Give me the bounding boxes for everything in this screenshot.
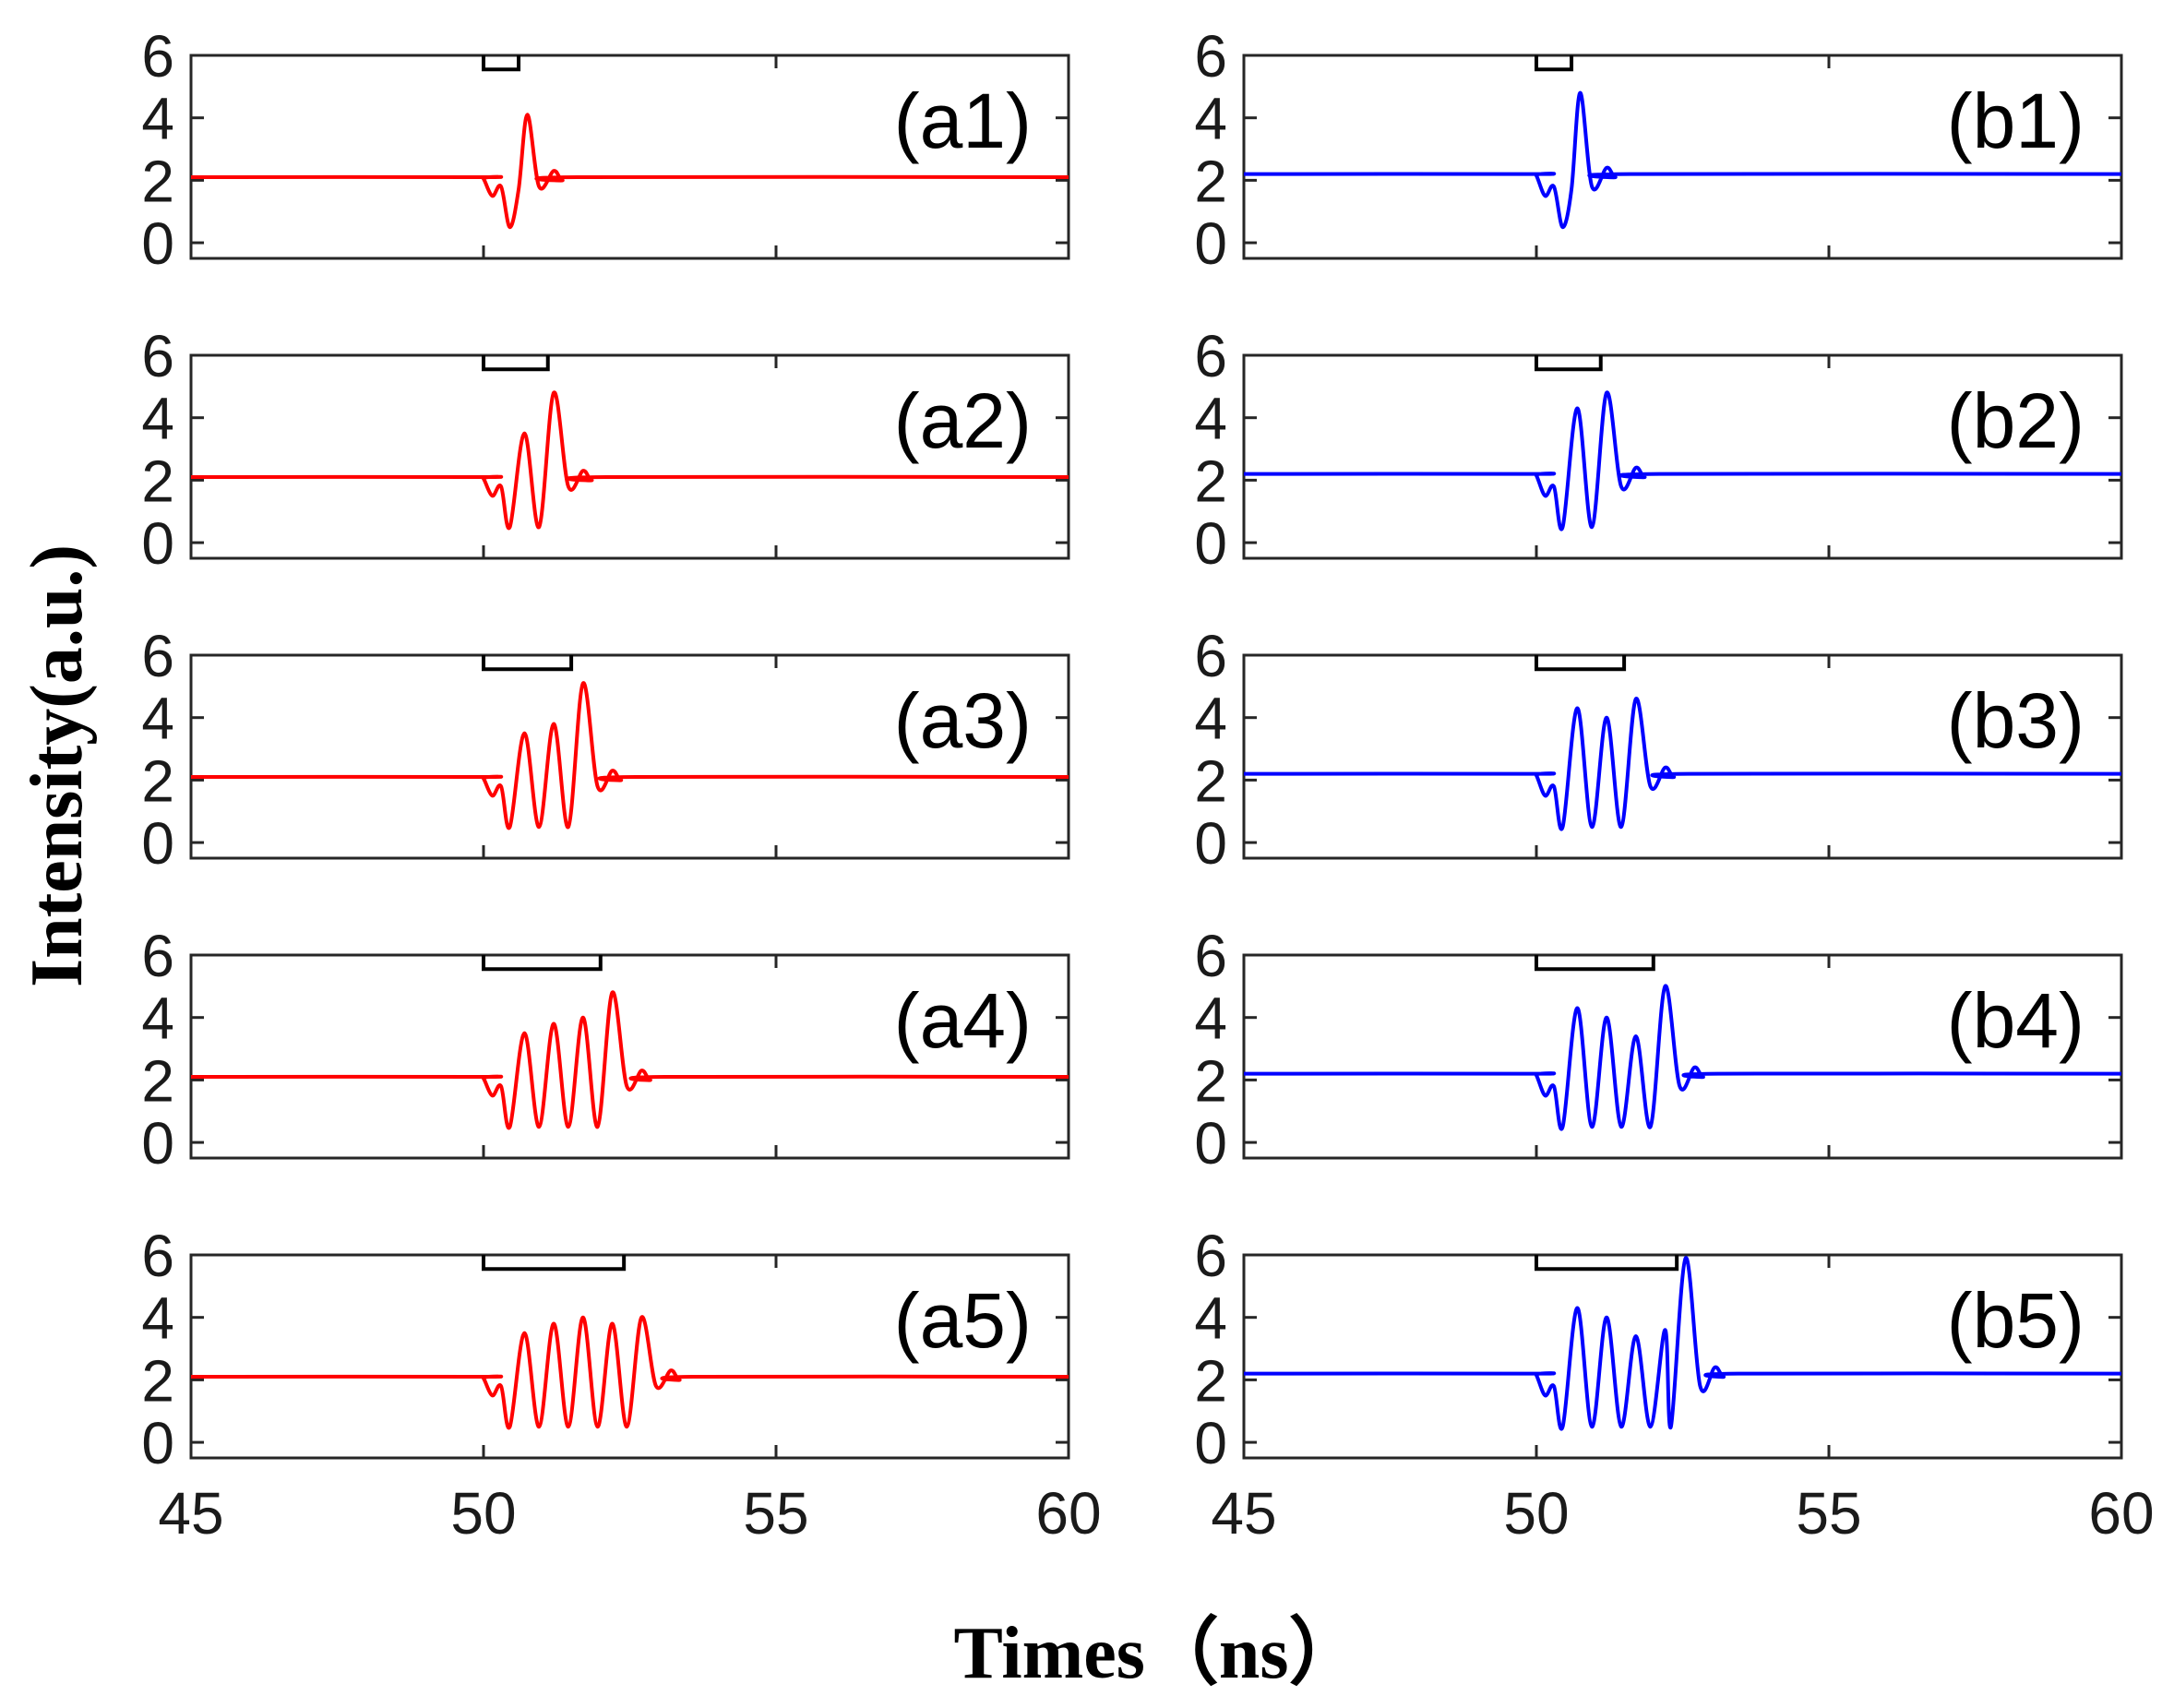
panel-label: (b1) (1947, 78, 2084, 164)
y-tick-label: 6 (141, 623, 174, 689)
y-tick-label: 6 (1194, 1223, 1227, 1289)
y-tick-label: 2 (1194, 747, 1227, 814)
panel-label: (a5) (894, 1277, 1032, 1364)
x-tick-label: 60 (1035, 1480, 1101, 1547)
y-tick-label: 2 (1194, 448, 1227, 514)
y-tick-label: 0 (1194, 210, 1227, 277)
y-tick-label: 0 (141, 210, 174, 277)
y-axis-title: Intensity(a.u.) (17, 544, 98, 987)
y-tick-label: 0 (1194, 1410, 1227, 1476)
y-tick-label: 4 (1194, 86, 1227, 152)
y-tick-label: 2 (141, 1347, 174, 1414)
panel-label: (a1) (894, 78, 1032, 164)
y-tick-label: 4 (141, 985, 174, 1052)
panel-label: (a3) (894, 677, 1032, 764)
y-tick-label: 4 (141, 86, 174, 152)
figure: 0246(a1)0246(a2)0246(a3)0246(a4)024645 50… (0, 0, 2174, 1708)
y-tick-label: 2 (141, 747, 174, 814)
y-tick-label: 4 (1194, 985, 1227, 1052)
x-tick-label: 45 (158, 1480, 223, 1547)
panel-label: (b2) (1947, 377, 2084, 464)
y-tick-label: 6 (141, 23, 174, 90)
x-tick-label: 50 (1503, 1480, 1569, 1547)
y-tick-label: 4 (1194, 386, 1227, 452)
x-tick-label: 55 (1796, 1480, 1861, 1547)
y-tick-label: 4 (1194, 686, 1227, 752)
y-tick-label: 0 (1194, 1110, 1227, 1176)
y-tick-label: 0 (1194, 510, 1227, 577)
panel-label: (b3) (1947, 677, 2084, 764)
y-tick-label: 2 (1194, 1047, 1227, 1114)
y-tick-label: 0 (141, 1110, 174, 1176)
figure-background (0, 0, 2174, 1708)
y-tick-label: 2 (1194, 148, 1227, 214)
x-tick-label: 45 (1211, 1480, 1276, 1547)
y-tick-label: 6 (141, 323, 174, 389)
y-tick-label: 6 (1194, 23, 1227, 90)
x-axis-title: Times（ns） (953, 1613, 1362, 1694)
y-tick-label: 0 (1194, 810, 1227, 877)
y-tick-label: 2 (141, 448, 174, 514)
y-tick-label: 4 (141, 686, 174, 752)
y-tick-label: 0 (141, 510, 174, 577)
x-tick-label: 55 (743, 1480, 808, 1547)
y-tick-label: 2 (1194, 1347, 1227, 1414)
y-tick-label: 0 (141, 1410, 174, 1476)
y-tick-label: 4 (141, 1285, 174, 1352)
y-tick-label: 6 (1194, 623, 1227, 689)
y-tick-label: 6 (1194, 323, 1227, 389)
y-tick-label: 6 (141, 923, 174, 989)
y-tick-label: 2 (141, 1047, 174, 1114)
y-tick-label: 4 (1194, 1285, 1227, 1352)
panel-label: (a2) (894, 377, 1032, 464)
panel-label: (a4) (894, 977, 1032, 1064)
panel-label: (b4) (1947, 977, 2084, 1064)
x-tick-label: 60 (2088, 1480, 2154, 1547)
y-tick-label: 6 (141, 1223, 174, 1289)
panel-label: (b5) (1947, 1277, 2084, 1364)
y-tick-label: 4 (141, 386, 174, 452)
y-tick-label: 2 (141, 148, 174, 214)
x-tick-label: 50 (450, 1480, 516, 1547)
y-tick-label: 0 (141, 810, 174, 877)
y-tick-label: 6 (1194, 923, 1227, 989)
